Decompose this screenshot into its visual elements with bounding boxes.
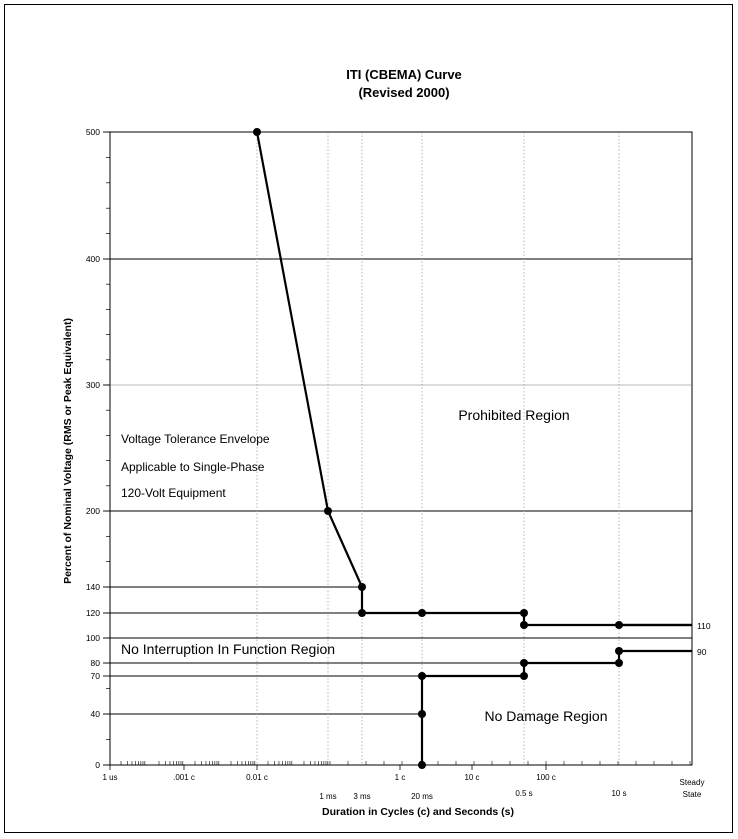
- x-tick-label: 1 c: [395, 773, 406, 782]
- data-point: [358, 609, 366, 617]
- data-point: [418, 710, 426, 718]
- y-tick-label-500: 500: [86, 127, 100, 137]
- x-axis-label: Duration in Cycles (c) and Seconds (s): [322, 806, 514, 818]
- x-tick-label: .001 c: [173, 773, 195, 782]
- no-interruption-region-label: No Interruption In Function Region: [121, 641, 335, 657]
- chart-subtitle: (Revised 2000): [358, 85, 449, 100]
- prohibited-region-label: Prohibited Region: [458, 407, 569, 423]
- y-tick-label-70: 70: [91, 671, 101, 681]
- data-point: [418, 609, 426, 617]
- data-point: [520, 672, 528, 680]
- chart-title: ITI (CBEMA) Curve: [346, 67, 462, 82]
- data-point: [324, 507, 332, 515]
- data-point: [520, 609, 528, 617]
- envelope-note-line-2: Applicable to Single-Phase: [121, 460, 265, 474]
- x-tick-label: 20 ms: [411, 792, 433, 801]
- y-tick-label-400: 400: [86, 254, 100, 264]
- plot-border: [109, 131, 693, 766]
- x-tick-label-state: State: [683, 790, 702, 799]
- y-axis-label: Percent of Nominal Voltage (RMS or Peak …: [62, 318, 74, 584]
- x-tick-label: 10 c: [464, 773, 479, 782]
- x-tick-label: 10 s: [611, 789, 626, 798]
- x-tick-label: 100 c: [536, 773, 556, 782]
- envelope-note-line-1: Voltage Tolerance Envelope: [121, 432, 270, 446]
- data-point: [418, 672, 426, 680]
- right-label-110: 110: [697, 621, 711, 631]
- upper-envelope-line: [255, 131, 692, 627]
- data-point: [253, 128, 261, 136]
- y-tick-label-300: 300: [86, 380, 100, 390]
- x-tick-label: 0.01 c: [246, 773, 268, 782]
- data-point: [418, 761, 426, 769]
- right-label-90: 90: [697, 647, 707, 657]
- data-point: [520, 621, 528, 629]
- data-point: [615, 621, 623, 629]
- x-tick-label: 0.5 s: [515, 789, 532, 798]
- y-tick-label-80: 80: [91, 658, 101, 668]
- y-tick-label-120: 120: [86, 608, 100, 618]
- x-tick-label: 3 ms: [353, 792, 370, 801]
- envelope-note-line-3: 120-Volt Equipment: [121, 486, 226, 500]
- chart-frame: [4, 4, 733, 833]
- data-point: [520, 659, 528, 667]
- data-point: [358, 583, 366, 591]
- x-tick-label: 1 us: [102, 773, 117, 782]
- y-tick-label-200: 200: [86, 506, 100, 516]
- x-tick-label-steady: Steady: [680, 778, 705, 787]
- y-tick-label-100: 100: [86, 633, 100, 643]
- x-tick-label: 1 ms: [319, 792, 336, 801]
- data-point: [615, 647, 623, 655]
- no-damage-region-label: No Damage Region: [485, 708, 608, 724]
- y-tick-label-0: 0: [95, 760, 100, 770]
- data-point: [615, 659, 623, 667]
- y-tick-label-40: 40: [91, 709, 101, 719]
- y-tick-label-140: 140: [86, 582, 100, 592]
